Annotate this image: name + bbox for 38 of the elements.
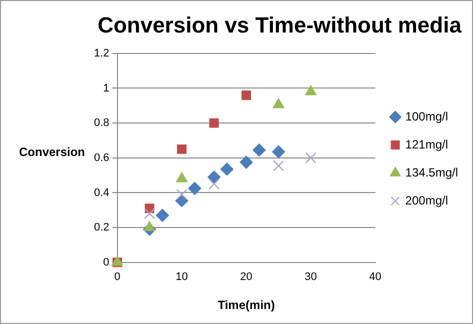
point [144, 221, 156, 232]
y-tick-label: 0.6 [94, 152, 110, 164]
point [242, 90, 252, 100]
legend-label: 200mg/l [405, 193, 448, 208]
chart-title: Conversion vs Time-without media [98, 12, 462, 38]
point [188, 182, 202, 195]
point [220, 162, 234, 176]
point [252, 144, 266, 157]
legend-label: 121mg/l [405, 137, 448, 152]
point [305, 85, 316, 96]
y-tick-label: 1 [103, 82, 110, 94]
point [144, 208, 156, 220]
point [208, 170, 221, 184]
legend-label: 100mg/l [405, 109, 448, 124]
point [273, 160, 284, 172]
point [177, 144, 187, 154]
x-tick-label: 10 [176, 271, 188, 284]
point [240, 156, 253, 169]
legend-label: 134.5mg/l [405, 165, 458, 180]
y-tick-label: 0.4 [94, 186, 110, 199]
x-tick-label: 0 [114, 271, 120, 284]
y-tick-label: 0.8 [94, 117, 110, 130]
x-tick-label: 40 [369, 271, 382, 284]
y-tick-label: 0 [103, 256, 110, 268]
point [272, 145, 286, 158]
y-tick-label: 1.2 [94, 47, 110, 60]
x-tick-label: 30 [304, 271, 317, 284]
point [176, 172, 188, 182]
point [272, 98, 284, 108]
y-axis-title: Conversion [19, 145, 86, 159]
point [305, 152, 316, 164]
point [176, 188, 188, 200]
x-axis-title: Time(min) [218, 298, 275, 312]
point [156, 208, 169, 222]
x-tick-label: 20 [240, 271, 252, 284]
point [209, 118, 219, 128]
y-tick-label: 0.2 [94, 222, 110, 234]
point [208, 178, 220, 190]
